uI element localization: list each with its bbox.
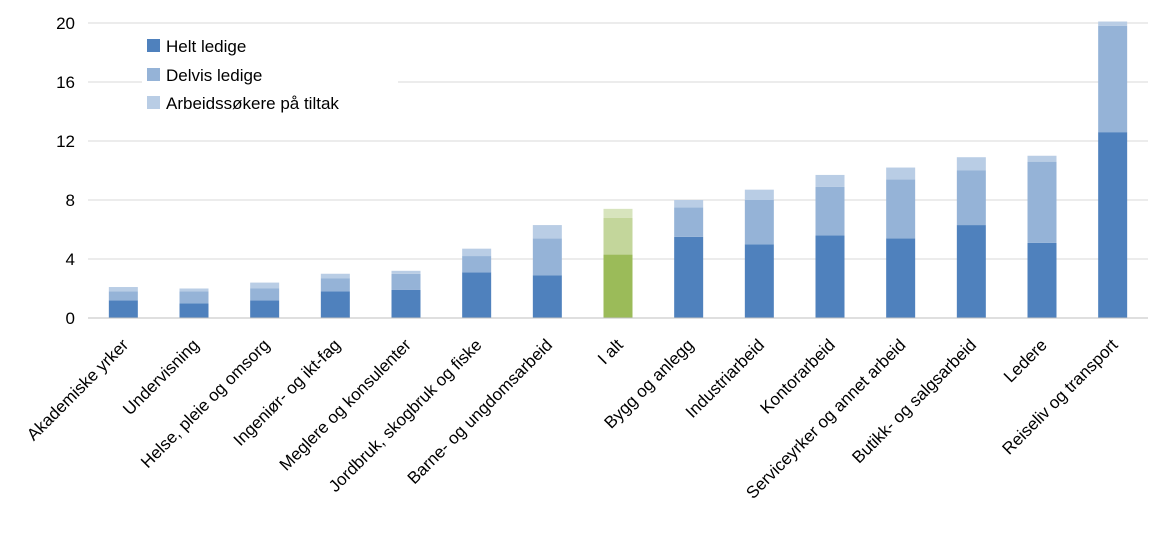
bar-helt-ledige-industriarbeid: [744, 244, 774, 318]
bar-arbeidssokere-pa-tiltak-ledere: [1027, 155, 1057, 162]
x-category-label: I alt: [594, 335, 627, 368]
bar-delvis-ledige-barne-og-ungdomsarbeid: [532, 238, 562, 276]
bar-arbeidssokere-pa-tiltak-barne-og-ungdomsarbeid: [532, 225, 562, 239]
legend: Helt ledige Delvis ledige Arbeidssøkere …: [142, 32, 398, 128]
y-tick-label: 8: [66, 191, 75, 210]
y-axis-ticks: 0 4 8 12 16 20: [56, 14, 75, 328]
bar-arbeidssokere-pa-tiltak-akademiske-yrker: [108, 287, 138, 292]
bar-delvis-ledige-kontorarbeid: [815, 186, 845, 236]
legend-background: [142, 32, 398, 128]
y-tick-label: 0: [66, 309, 75, 328]
bar-helt-ledige-jordbruk-skogbruk-og-fiske: [462, 272, 492, 318]
legend-label-delvis-ledige: Delvis ledige: [166, 66, 262, 85]
legend-label-helt-ledige: Helt ledige: [166, 37, 246, 56]
bar-arbeidssokere-pa-tiltak-reiseliv-og-transport: [1098, 21, 1128, 26]
bar-arbeidssokere-pa-tiltak-jordbruk-skogbruk-og-fiske: [462, 248, 492, 257]
x-category-label: Helse, pleie og omsorg: [137, 335, 273, 471]
bar-delvis-ledige-akademiske-yrker: [108, 291, 138, 301]
bar-helt-ledige-barne-og-ungdomsarbeid: [532, 275, 562, 318]
bar-helt-ledige-reiseliv-og-transport: [1098, 132, 1128, 318]
bars: [108, 21, 1128, 318]
bar-helt-ledige-ingenior-og-ikt-fag: [320, 291, 350, 318]
bar-delvis-ledige-bygg-og-anlegg: [674, 207, 704, 237]
bar-helt-ledige-ledere: [1027, 242, 1057, 318]
bar-helt-ledige-undervisning: [179, 303, 209, 318]
bar-delvis-ledige-meglere-og-konsulenter: [391, 273, 421, 290]
bar-helt-ledige-butikk-og-salgsarbeid: [956, 225, 986, 318]
bar-helt-ledige-helse-pleie-og-omsorg: [250, 300, 280, 318]
bar-helt-ledige-i-alt: [603, 254, 633, 318]
legend-label-arbeidssokere-pa-tiltak: Arbeidssøkere på tiltak: [166, 94, 339, 113]
bar-arbeidssokere-pa-tiltak-serviceyrker-og-annet-arbeid: [886, 167, 916, 180]
bar-arbeidssokere-pa-tiltak-meglere-og-konsulenter: [391, 270, 421, 274]
bar-delvis-ledige-serviceyrker-og-annet-arbeid: [886, 179, 916, 239]
bar-delvis-ledige-ledere: [1027, 161, 1057, 243]
bar-delvis-ledige-ingenior-og-ikt-fag: [320, 278, 350, 292]
bar-delvis-ledige-reiseliv-og-transport: [1098, 25, 1128, 133]
legend-swatch-delvis-ledige: [147, 68, 160, 81]
bar-helt-ledige-serviceyrker-og-annet-arbeid: [886, 238, 916, 318]
bar-delvis-ledige-jordbruk-skogbruk-og-fiske: [462, 256, 492, 273]
bar-delvis-ledige-butikk-og-salgsarbeid: [956, 170, 986, 226]
bar-helt-ledige-akademiske-yrker: [108, 300, 138, 318]
bar-helt-ledige-kontorarbeid: [815, 235, 845, 318]
bar-arbeidssokere-pa-tiltak-undervisning: [179, 288, 209, 292]
bar-arbeidssokere-pa-tiltak-kontorarbeid: [815, 174, 845, 187]
bar-arbeidssokere-pa-tiltak-ingenior-og-ikt-fag: [320, 273, 350, 279]
y-tick-label: 16: [56, 73, 75, 92]
bar-arbeidssokere-pa-tiltak-butikk-og-salgsarbeid: [956, 157, 986, 171]
x-category-label: Akademiske yrker: [23, 335, 132, 444]
legend-swatch-arbeidssokere-pa-tiltak: [147, 96, 160, 109]
y-tick-label: 12: [56, 132, 75, 151]
y-tick-label: 20: [56, 14, 75, 33]
legend-swatch-helt-ledige: [147, 39, 160, 52]
x-category-label: Ledere: [1000, 335, 1051, 386]
y-tick-label: 4: [66, 250, 75, 269]
bar-delvis-ledige-industriarbeid: [744, 200, 774, 245]
bar-arbeidssokere-pa-tiltak-bygg-og-anlegg: [674, 200, 704, 208]
bar-arbeidssokere-pa-tiltak-helse-pleie-og-omsorg: [250, 282, 280, 289]
x-category-label: Butikk- og salgsarbeid: [848, 335, 980, 467]
bar-delvis-ledige-i-alt: [603, 217, 633, 255]
x-category-label: Meglere og konsulenter: [276, 335, 415, 474]
x-category-label: Reiseliv og transport: [998, 335, 1121, 458]
bar-arbeidssokere-pa-tiltak-i-alt: [603, 208, 633, 218]
bar-delvis-ledige-helse-pleie-og-omsorg: [250, 288, 280, 301]
bar-arbeidssokere-pa-tiltak-industriarbeid: [744, 189, 774, 200]
bar-helt-ledige-meglere-og-konsulenter: [391, 289, 421, 318]
x-category-label: Barne- og ungdomsarbeid: [404, 335, 556, 487]
bar-helt-ledige-bygg-og-anlegg: [674, 236, 704, 318]
bar-delvis-ledige-undervisning: [179, 291, 209, 304]
